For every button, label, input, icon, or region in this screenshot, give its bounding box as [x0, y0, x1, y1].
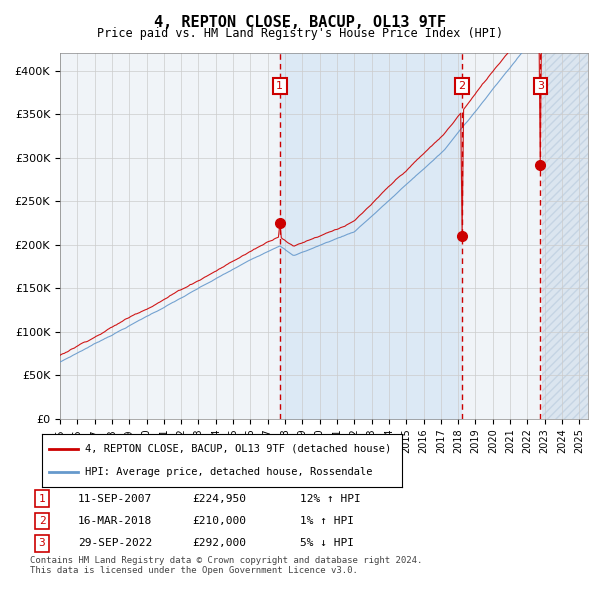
4, REPTON CLOSE, BACUP, OL13 9TF (detached house): [165, 293, 172, 300]
Text: Contains HM Land Registry data © Crown copyright and database right 2024.
This d: Contains HM Land Registry data © Crown c…: [30, 556, 422, 575]
Text: 4, REPTON CLOSE, BACUP, OL13 9TF (detached house): 4, REPTON CLOSE, BACUP, OL13 9TF (detach…: [85, 444, 391, 454]
4, REPTON CLOSE, BACUP, OL13 9TF (detached house): [341, 222, 349, 230]
4, REPTON CLOSE, BACUP, OL13 9TF (detached house): [146, 304, 153, 312]
Text: 4, REPTON CLOSE, BACUP, OL13 9TF: 4, REPTON CLOSE, BACUP, OL13 9TF: [154, 15, 446, 30]
Text: 3: 3: [38, 539, 46, 548]
Text: 5% ↓ HPI: 5% ↓ HPI: [300, 539, 354, 548]
Text: 1: 1: [38, 494, 46, 503]
Text: £292,000: £292,000: [192, 539, 246, 548]
Text: 2: 2: [458, 81, 466, 91]
HPI: Average price, detached house, Rossendale: (2.02e+03, 3.18e+05): Average price, detached house, Rossendal…: [447, 139, 454, 146]
Text: £224,950: £224,950: [192, 494, 246, 503]
HPI: Average price, detached house, Rossendale: (2e+03, 1.31e+05): Average price, detached house, Rossendal…: [165, 301, 172, 309]
HPI: Average price, detached house, Rossendale: (2e+03, 1.19e+05): Average price, detached house, Rossendal…: [146, 312, 153, 319]
Text: Price paid vs. HM Land Registry's House Price Index (HPI): Price paid vs. HM Land Registry's House …: [97, 27, 503, 40]
Text: 3: 3: [537, 81, 544, 91]
4, REPTON CLOSE, BACUP, OL13 9TF (detached house): [418, 152, 425, 159]
4, REPTON CLOSE, BACUP, OL13 9TF (detached house): [447, 122, 454, 129]
Text: 29-SEP-2022: 29-SEP-2022: [78, 539, 152, 548]
Text: 1% ↑ HPI: 1% ↑ HPI: [300, 516, 354, 526]
HPI: Average price, detached house, Rossendale: (2.01e+03, 2.11e+05): Average price, detached house, Rossendal…: [341, 232, 349, 239]
4, REPTON CLOSE, BACUP, OL13 9TF (detached house): [109, 323, 116, 330]
HPI: Average price, detached house, Rossendale: (2e+03, 9.59e+04): Average price, detached house, Rossendal…: [109, 332, 116, 339]
Text: HPI: Average price, detached house, Rossendale: HPI: Average price, detached house, Ross…: [85, 467, 373, 477]
Text: 1: 1: [276, 81, 283, 91]
Text: £210,000: £210,000: [192, 516, 246, 526]
Text: 11-SEP-2007: 11-SEP-2007: [78, 494, 152, 503]
HPI: Average price, detached house, Rossendale: (2e+03, 6.53e+04): Average price, detached house, Rossendal…: [56, 359, 64, 366]
Text: 16-MAR-2018: 16-MAR-2018: [78, 516, 152, 526]
HPI: Average price, detached house, Rossendale: (2.02e+03, 2.85e+05): Average price, detached house, Rossendal…: [418, 168, 425, 175]
Line: HPI: Average price, detached house, Rossendale: HPI: Average price, detached house, Ross…: [60, 0, 588, 362]
Text: 2: 2: [38, 516, 46, 526]
Line: 4, REPTON CLOSE, BACUP, OL13 9TF (detached house): 4, REPTON CLOSE, BACUP, OL13 9TF (detach…: [60, 0, 588, 355]
4, REPTON CLOSE, BACUP, OL13 9TF (detached house): [56, 352, 64, 359]
Text: 12% ↑ HPI: 12% ↑ HPI: [300, 494, 361, 503]
